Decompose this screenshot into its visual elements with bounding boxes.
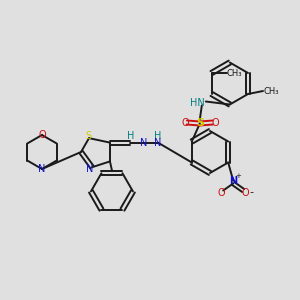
Text: N: N [86, 164, 94, 174]
Text: HN: HN [190, 98, 205, 109]
Text: N: N [38, 164, 46, 174]
Text: H: H [154, 130, 162, 141]
Text: S: S [85, 131, 91, 141]
Text: H: H [127, 130, 135, 141]
Text: O: O [242, 188, 249, 199]
Text: S: S [196, 118, 204, 128]
Text: O: O [211, 118, 219, 128]
Text: O: O [218, 188, 225, 199]
Text: +: + [235, 172, 241, 178]
Text: N: N [154, 138, 162, 148]
Text: N: N [140, 138, 148, 148]
Text: CH₃: CH₃ [263, 86, 279, 95]
Text: O: O [181, 118, 189, 128]
Text: N: N [229, 176, 237, 185]
Text: O: O [38, 130, 46, 140]
Text: -: - [249, 188, 253, 197]
Text: CH₃: CH₃ [227, 68, 242, 77]
